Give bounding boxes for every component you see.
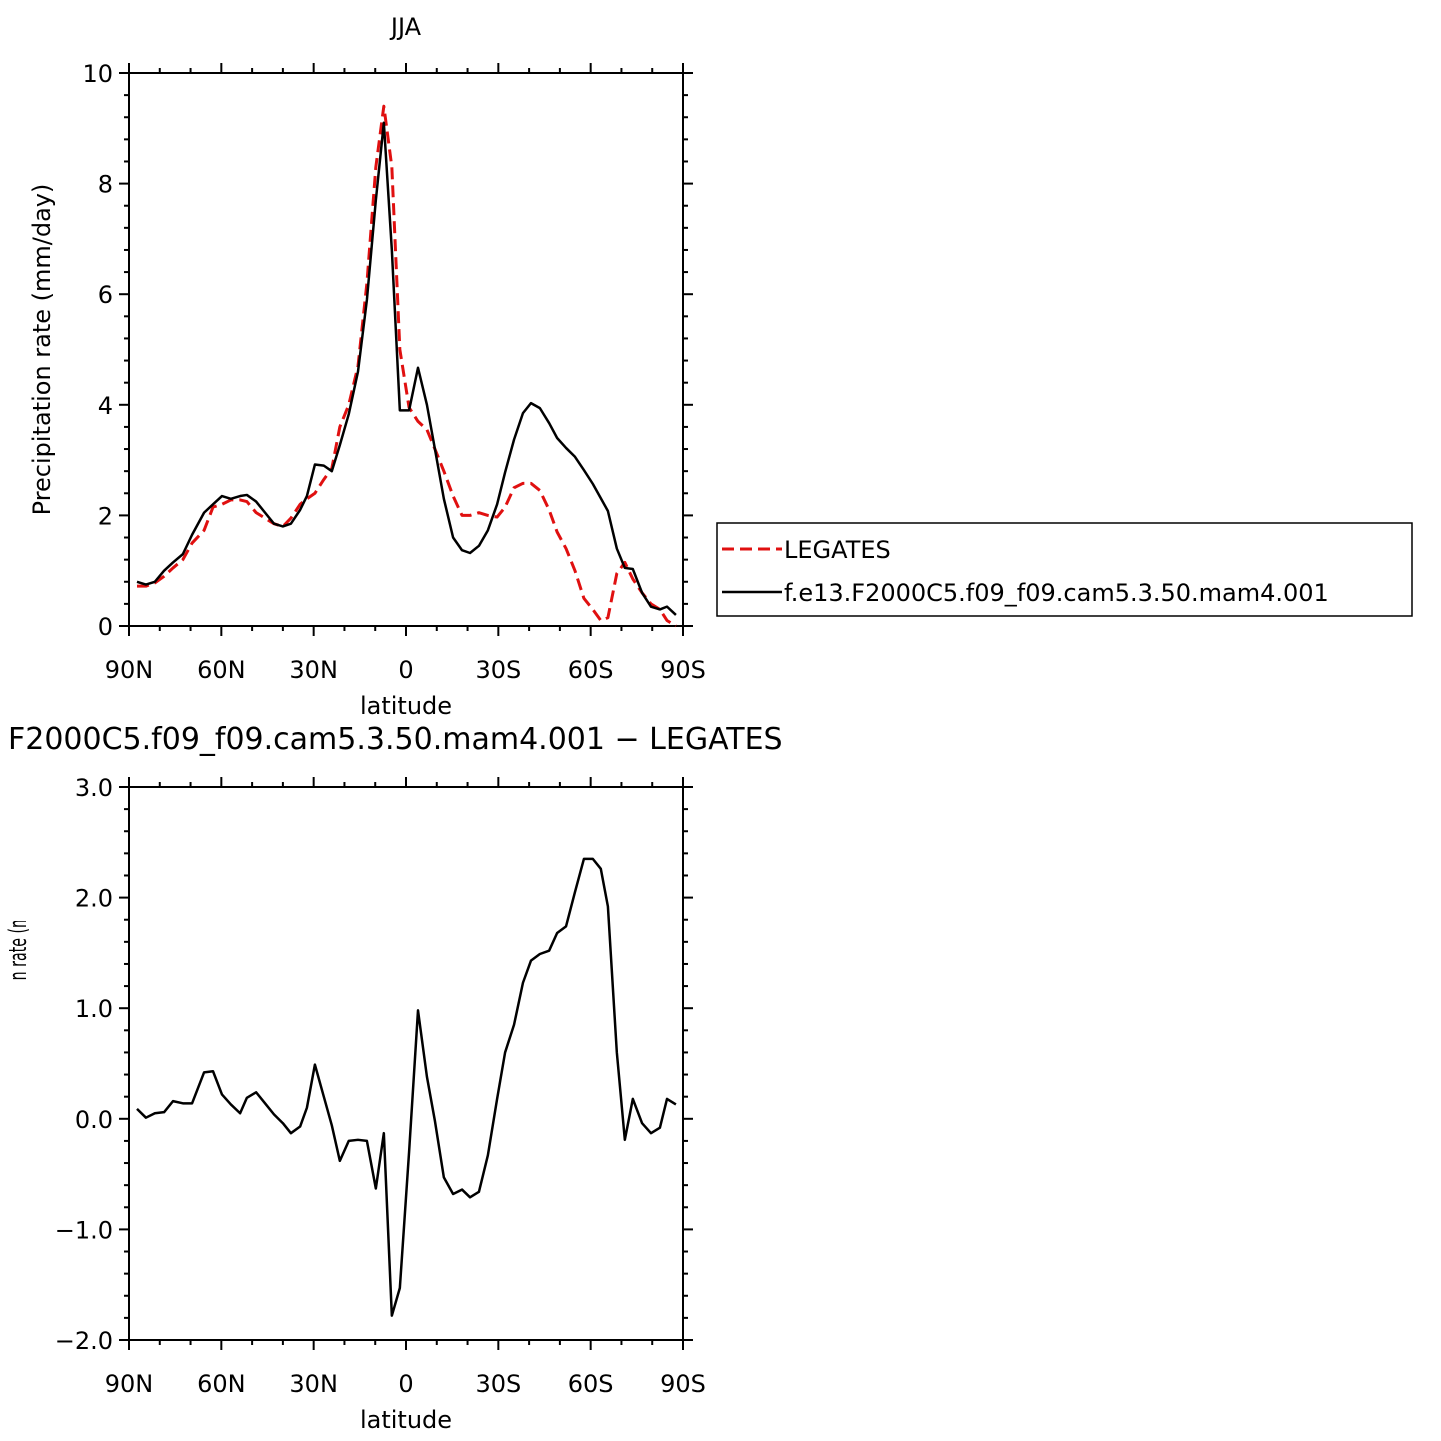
plot: 90N 60N 30N 0 30S 60S 90S 3.0 2.0 1.0 0.0 −1.0 −2.0 F…: [4, 722, 783, 1434]
legend-box: [716, 522, 1413, 617]
y-tick-label: 2.0: [75, 885, 113, 913]
y-tick-label: −1.0: [55, 1216, 113, 1244]
y-tick-label: 6: [98, 281, 113, 309]
chart-title: JJA: [389, 13, 422, 41]
x-tick-label: 60S: [568, 656, 614, 684]
legend-label: LEGATES: [784, 536, 891, 564]
y-tick-label: 10: [82, 60, 113, 88]
x-tick-label: 90N: [105, 1370, 154, 1398]
chart-title: F2000C5.f09_f09.cam5.3.50.mam4.001 − LEG…: [8, 722, 783, 757]
legend-label: f.e13.F2000C5.f09_f09.cam5.3.50.mam4.001: [784, 579, 1329, 607]
x-tick-label: 0: [398, 656, 413, 684]
x-tick-label: 30S: [475, 1370, 521, 1398]
plot: 90N 60N 30N 0 30S 60S 90S 0 2 4 6 8 10 JJA latitude Pre…: [28, 13, 1413, 720]
x-tick-label: 30N: [289, 1370, 338, 1398]
y-tick-label: 8: [98, 171, 113, 199]
data-line: [136, 121, 677, 616]
x-tick-label: 60S: [568, 1370, 614, 1398]
x-tick-label: 60N: [197, 1370, 246, 1398]
y-tick-label: 1.0: [75, 995, 113, 1023]
x-axis-label: latitude: [360, 692, 452, 720]
x-tick-label: 90S: [660, 1370, 706, 1398]
x-axis-label: latitude: [360, 1406, 452, 1434]
x-tick-label: 90S: [660, 656, 706, 684]
data-line: [137, 104, 677, 628]
x-tick-label: 90N: [105, 656, 154, 684]
plot-frame: [128, 72, 684, 627]
plot-frame: [128, 786, 684, 1341]
data-line: [136, 857, 677, 1317]
y-axis-label: Precipitation rate (mm/day): [28, 184, 56, 516]
y-tick-label: −2.0: [55, 1327, 113, 1355]
y-tick-label: 4: [98, 392, 113, 420]
x-tick-label: 30S: [475, 656, 521, 684]
x-tick-label: 30N: [289, 656, 338, 684]
y-tick-label: 3.0: [75, 774, 113, 802]
y-tick-label: 0: [98, 613, 113, 641]
y-tick-label: 2: [98, 502, 113, 530]
y-axis-label: Precipitation rate (mm/day): [4, 864, 32, 1060]
x-tick-label: 0: [398, 1370, 413, 1398]
x-tick-label: 60N: [197, 656, 246, 684]
y-tick-label: 0.0: [75, 1106, 113, 1134]
